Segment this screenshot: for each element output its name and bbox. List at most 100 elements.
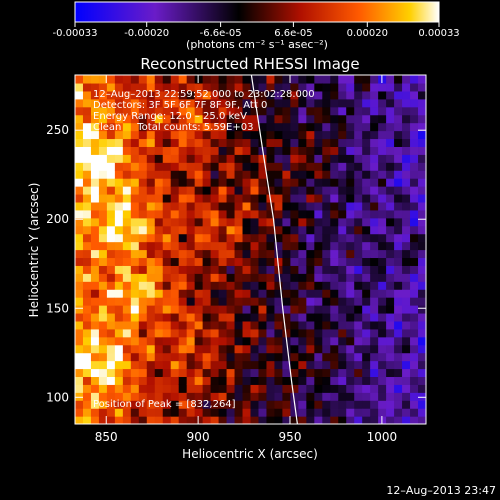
heatmap-cell	[218, 138, 228, 147]
heatmap-cell	[250, 257, 260, 266]
heatmap-cell	[242, 75, 252, 84]
heatmap-cell	[402, 138, 411, 147]
heatmap-cell	[330, 193, 339, 203]
heatmap-cell	[154, 209, 164, 219]
heatmap-cell	[274, 193, 284, 203]
heatmap-cell	[250, 193, 260, 203]
heatmap-cell	[242, 336, 252, 346]
heatmap-cell	[330, 297, 339, 306]
heatmap-cell	[258, 90, 268, 100]
heatmap-cell	[218, 193, 228, 203]
heatmap-cell	[298, 170, 307, 179]
heatmap-cell	[346, 392, 355, 401]
heatmap-cell	[98, 305, 108, 314]
heatmap-cell	[186, 400, 196, 409]
heatmap-cell	[274, 257, 284, 266]
heatmap-cell	[250, 146, 260, 155]
heatmap-cell	[146, 170, 156, 179]
heatmap-cell	[250, 162, 260, 171]
heatmap-cell	[370, 416, 379, 424]
heatmap-cell	[250, 312, 260, 322]
heatmap-cell	[394, 273, 403, 282]
heatmap-cell	[250, 106, 260, 116]
heatmap-cell	[282, 273, 291, 282]
heatmap-cell	[282, 249, 291, 259]
heatmap-cell	[170, 281, 180, 290]
heatmap-cell	[386, 305, 395, 314]
heatmap-cell	[138, 122, 148, 132]
heatmap-cell	[346, 241, 355, 251]
heatmap-cell	[234, 400, 244, 409]
heatmap-cell	[298, 416, 307, 424]
heatmap-cell	[234, 217, 244, 227]
heatmap-cell	[354, 201, 363, 211]
heatmap-cell	[98, 281, 108, 290]
heatmap-cell	[290, 90, 299, 100]
heatmap-cell	[146, 75, 156, 84]
heatmap-cell	[130, 90, 140, 100]
heatmap-cell	[394, 281, 403, 290]
heatmap-cell	[146, 352, 156, 362]
heatmap-cell	[218, 297, 228, 306]
heatmap-cell	[394, 289, 403, 298]
heatmap-cell	[218, 90, 228, 100]
heatmap-cell	[170, 178, 180, 187]
heatmap-cell	[162, 400, 172, 409]
heatmap-cell	[226, 281, 236, 290]
heatmap-cell	[146, 193, 156, 203]
heatmap-cell	[186, 217, 196, 227]
heatmap-cell	[82, 368, 92, 378]
heatmap-cell	[322, 376, 331, 385]
heatmap-cell	[258, 201, 268, 211]
heatmap-cell	[418, 281, 426, 290]
heatmap-cell	[242, 241, 252, 251]
heatmap-cell	[218, 400, 228, 409]
heatmap-cell	[314, 320, 323, 330]
heatmap-cell	[330, 82, 339, 92]
heatmap-cell	[322, 122, 331, 132]
heatmap-cell	[258, 297, 268, 306]
heatmap-cell	[234, 209, 244, 219]
heatmap-cell	[186, 106, 196, 116]
heatmap-cell	[154, 201, 164, 211]
heatmap-cell	[306, 90, 315, 100]
heatmap-cell	[122, 82, 132, 92]
heatmap-cell	[154, 154, 164, 163]
heatmap-cell	[258, 416, 268, 424]
heatmap-cell	[282, 178, 291, 187]
heatmap-cell	[226, 289, 236, 298]
heatmap-cell	[306, 209, 315, 219]
heatmap-cell	[90, 162, 100, 171]
heatmap-cell	[210, 368, 220, 378]
heatmap-cell	[354, 225, 363, 235]
heatmap-cell	[322, 392, 331, 401]
heatmap-cell	[330, 138, 339, 147]
heatmap-cell	[146, 130, 156, 140]
heatmap-cell	[122, 336, 132, 346]
heatmap-cell	[250, 328, 260, 338]
heatmap-cell	[258, 225, 268, 235]
heatmap-cell	[354, 281, 363, 290]
heatmap-cell	[202, 241, 212, 251]
heatmap-cell	[314, 209, 323, 219]
heatmap-cell	[130, 400, 140, 409]
heatmap-cell	[178, 249, 188, 259]
heatmap-cell	[330, 344, 339, 354]
heatmap-cell	[170, 217, 180, 227]
heatmap-cell	[410, 305, 419, 314]
heatmap-cell	[402, 408, 411, 417]
heatmap-cell	[330, 186, 339, 195]
heatmap-cell	[274, 217, 284, 227]
heatmap-cell	[75, 336, 84, 346]
heatmap-cell	[146, 241, 156, 251]
heatmap-cell	[338, 122, 347, 132]
heatmap-cell	[90, 384, 100, 393]
heatmap-cell	[82, 249, 92, 259]
heatmap-cell	[226, 305, 236, 314]
heatmap-cell	[362, 146, 371, 155]
heatmap-cell	[234, 249, 244, 259]
heatmap-cell	[306, 170, 315, 179]
heatmap-cell	[314, 305, 323, 314]
heatmap-cell	[146, 416, 156, 424]
heatmap-cell	[298, 257, 307, 266]
